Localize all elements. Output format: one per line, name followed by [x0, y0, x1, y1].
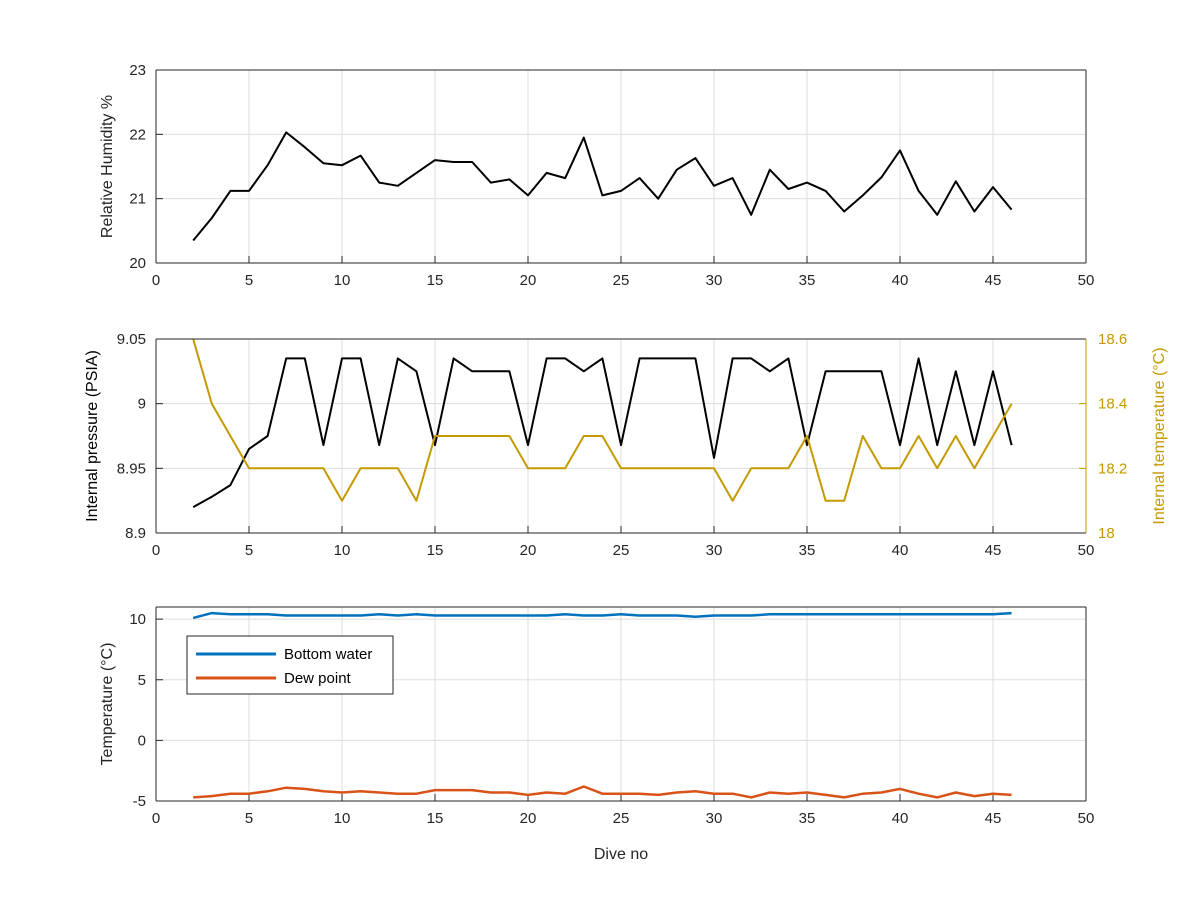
- y-axis-label: Internal pressure (PSIA): [84, 350, 101, 522]
- y-tick-label: 9.05: [117, 331, 146, 348]
- pressure-temperature-panel: 0 5 10 15 20 25 30 35 40 45 50 8.9 8.95 9 9.05 18 18.2 18…: [84, 331, 1168, 559]
- series-0-line: [192, 357, 1013, 508]
- y2-tick-label: 18.6: [1098, 331, 1127, 348]
- x-tick-label: 45: [985, 542, 1002, 559]
- y-axis-label: Relative Humidity %: [99, 95, 116, 238]
- y-tick-label: 8.9: [125, 525, 146, 542]
- x-tick-label: 30: [706, 272, 723, 289]
- x-tick-label: 40: [892, 272, 909, 289]
- x-tick-label: 15: [427, 810, 444, 827]
- y-tick-label: 22: [129, 126, 146, 143]
- x-tick-label: 0: [152, 810, 160, 827]
- x-tick-label: 15: [427, 542, 444, 559]
- y-tick-label: 0: [138, 732, 146, 749]
- x-tick-label: 30: [706, 810, 723, 827]
- x-tick-label: 45: [985, 810, 1002, 827]
- x-tick-label: 5: [245, 810, 253, 827]
- x-tick-label: 25: [613, 810, 630, 827]
- legend: Bottom water Dew point: [186, 635, 394, 695]
- dew-point-line: [193, 785, 1012, 799]
- x-axis-label: Dive no: [594, 846, 648, 863]
- x-tick-label: 5: [245, 542, 253, 559]
- y-tick-label: 8.95: [117, 460, 146, 477]
- y2-tick-label: 18.4: [1098, 396, 1127, 413]
- x-tick-label: 10: [334, 272, 351, 289]
- x-tick-label: 35: [799, 810, 816, 827]
- temperature-panel: 0 5 10 15 20 25 30 35 40 45 50 -5 0 5 10 Temperature (°…: [99, 606, 1095, 827]
- bottom-water-line: [192, 611, 1012, 620]
- y2-tick-label: 18: [1098, 525, 1115, 542]
- y-tick-label: 21: [129, 191, 146, 208]
- legend-label: Bottom water: [284, 646, 372, 663]
- x-tick-label: 20: [520, 272, 537, 289]
- x-tick-label: 20: [520, 542, 537, 559]
- x-tick-label: 0: [152, 542, 160, 559]
- legend-label: Dew point: [284, 670, 352, 687]
- x-tick-label: 20: [520, 810, 537, 827]
- series-1-line: [192, 338, 1013, 502]
- y-tick-label: 9: [138, 396, 146, 413]
- x-tick-label: 50: [1078, 810, 1095, 827]
- legend-box: [186, 635, 394, 695]
- y2-axis-label: Internal temperature (°C): [1151, 347, 1168, 524]
- x-tick-label: 10: [334, 542, 351, 559]
- y-axis-label: Temperature (°C): [99, 643, 116, 766]
- x-tick-label: 35: [799, 272, 816, 289]
- x-tick-label: 10: [334, 810, 351, 827]
- x-tick-label: 50: [1078, 542, 1095, 559]
- y-tick-label: 20: [129, 255, 146, 272]
- x-tick-label: 25: [613, 542, 630, 559]
- x-tick-label: 40: [892, 542, 909, 559]
- x-tick-label: 5: [245, 272, 253, 289]
- x-tick-label: 50: [1078, 272, 1095, 289]
- x-tick-label: 0: [152, 272, 160, 289]
- x-tick-label: 40: [892, 810, 909, 827]
- x-tick-label: 15: [427, 272, 444, 289]
- x-tick-label: 30: [706, 542, 723, 559]
- humidity-panel: 0 5 10 15 20 25 30 35 40 45 50 20 21 22 23 Relative Hum…: [99, 62, 1094, 289]
- y-tick-label: -5: [133, 793, 146, 810]
- y-tick-label: 23: [129, 62, 146, 79]
- y-tick-label: 10: [129, 611, 146, 628]
- x-tick-label: 25: [613, 272, 630, 289]
- y2-tick-label: 18.2: [1098, 460, 1127, 477]
- series-0-line: [192, 131, 1013, 242]
- y-tick-label: 5: [138, 672, 146, 689]
- x-tick-label: 35: [799, 542, 816, 559]
- x-tick-label: 45: [985, 272, 1002, 289]
